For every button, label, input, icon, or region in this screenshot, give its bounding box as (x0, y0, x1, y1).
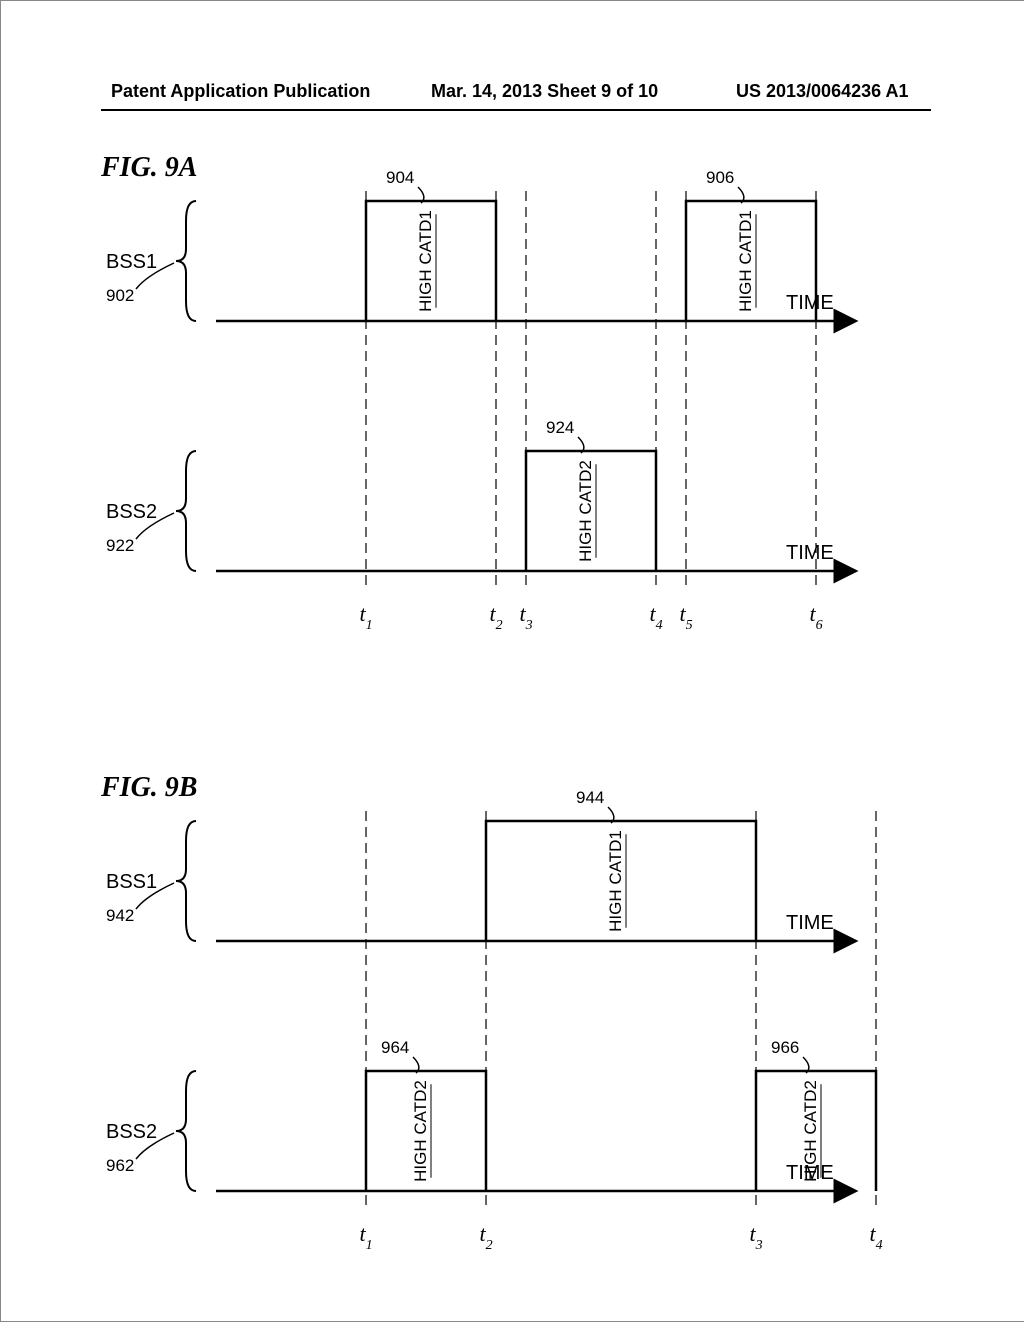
svg-text:904: 904 (386, 168, 414, 187)
header-left: Patent Application Publication (111, 81, 370, 102)
svg-text:HIGH CATD1: HIGH CATD1 (736, 210, 755, 312)
svg-text:HIGH CATD2: HIGH CATD2 (411, 1080, 430, 1182)
svg-text:t3: t3 (519, 601, 532, 633)
svg-text:TIME: TIME (786, 542, 834, 564)
svg-text:906: 906 (706, 168, 734, 187)
header-right: US 2013/0064236 A1 (736, 81, 908, 102)
svg-text:t5: t5 (679, 601, 692, 633)
svg-text:FIG. 9A: FIG. 9A (101, 152, 197, 183)
svg-text:t2: t2 (489, 601, 502, 633)
svg-text:BSS1: BSS1 (106, 251, 157, 273)
svg-text:t6: t6 (809, 601, 822, 633)
svg-text:964: 964 (381, 1038, 409, 1057)
svg-text:BSS2: BSS2 (106, 1121, 157, 1143)
figure-9a: FIG. 9A TIME TIME BSS1 902 BSS2 922 HIGH CATD1 9… (101, 151, 931, 741)
svg-text:922: 922 (106, 536, 134, 555)
svg-text:t4: t4 (649, 601, 662, 633)
svg-text:TIME: TIME (786, 292, 834, 314)
svg-text:966: 966 (771, 1038, 799, 1057)
header-center: Mar. 14, 2013 Sheet 9 of 10 (431, 81, 658, 102)
svg-text:t1: t1 (359, 1221, 372, 1253)
svg-text:HIGH CATD2: HIGH CATD2 (801, 1080, 820, 1182)
svg-text:TIME: TIME (786, 912, 834, 934)
figure-9b: FIG. 9BTIMETIMEBSS1942BSS2962HIGH CATD19… (101, 771, 931, 1291)
svg-text:t3: t3 (749, 1221, 762, 1253)
svg-text:BSS2: BSS2 (106, 501, 157, 523)
svg-text:HIGH CATD1: HIGH CATD1 (416, 210, 435, 312)
svg-text:BSS1: BSS1 (106, 871, 157, 893)
svg-text:944: 944 (576, 788, 604, 807)
svg-text:962: 962 (106, 1156, 134, 1175)
svg-text:HIGH CATD1: HIGH CATD1 (606, 830, 625, 932)
page: Patent Application Publication Mar. 14, … (0, 0, 1024, 1322)
svg-text:HIGH CATD2: HIGH CATD2 (576, 460, 595, 562)
svg-text:t1: t1 (359, 601, 372, 633)
svg-text:t2: t2 (479, 1221, 492, 1253)
header-rule (101, 109, 931, 111)
svg-text:942: 942 (106, 906, 134, 925)
svg-text:FIG. 9B: FIG. 9B (101, 772, 197, 803)
svg-text:902: 902 (106, 286, 134, 305)
svg-text:t4: t4 (869, 1221, 882, 1253)
svg-text:924: 924 (546, 418, 574, 437)
